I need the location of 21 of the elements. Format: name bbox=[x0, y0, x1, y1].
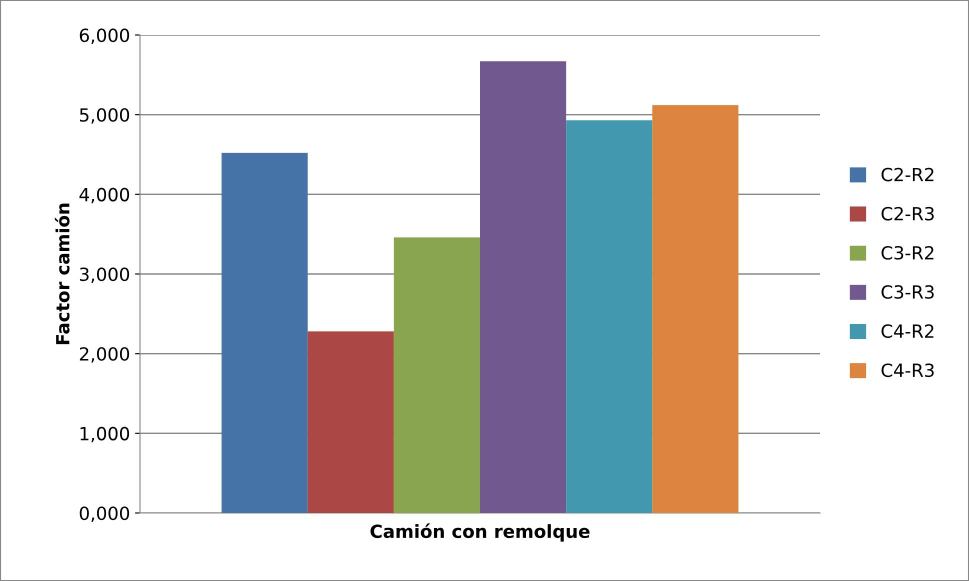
bar bbox=[566, 120, 652, 513]
legend-label: C3-R3 bbox=[882, 285, 934, 299]
bar bbox=[308, 331, 394, 513]
y-axis-title: Factor camión bbox=[54, 204, 70, 344]
y-tick-label: 4,000 bbox=[79, 188, 130, 204]
y-tick-label: 0,000 bbox=[80, 506, 130, 522]
y-tick-label: 3,000 bbox=[80, 267, 130, 283]
y-tick-label: 6,000 bbox=[80, 28, 130, 44]
y-tick-label: 2,000 bbox=[80, 347, 130, 363]
legend-label: C2-R3 bbox=[882, 206, 934, 221]
legend-label: C4-R3 bbox=[882, 363, 934, 378]
x-axis-title: Camión con remolque bbox=[370, 523, 590, 542]
y-tick-label: 1,000 bbox=[80, 426, 130, 442]
bar bbox=[480, 61, 566, 513]
legend-label: C2-R2 bbox=[882, 168, 934, 182]
bar bbox=[394, 237, 480, 513]
bar bbox=[652, 105, 738, 513]
legend-label: C4-R2 bbox=[882, 324, 934, 338]
legend-label: C3-R2 bbox=[882, 246, 934, 260]
bar bbox=[222, 152, 308, 513]
y-tick-label: 5,000 bbox=[80, 108, 130, 124]
